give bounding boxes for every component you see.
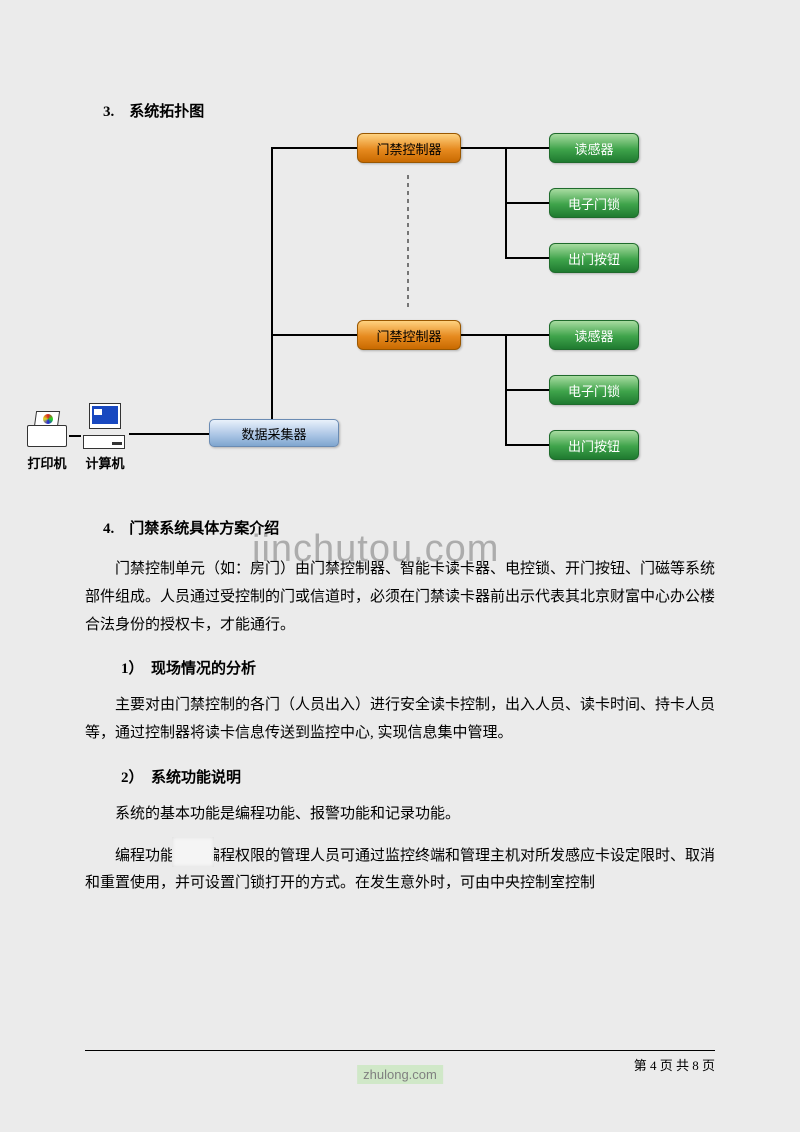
leaf-label: 出门按钮 [568, 436, 620, 455]
ellipsis-dots [407, 173, 409, 311]
leaf-label: 读感器 [574, 326, 613, 345]
topology-diagram: 打印机 计算机 数据采集器 门禁控制器 读感器 电子门锁 出门按钮 [85, 133, 715, 493]
leaf-button-node: 出门按钮 [549, 243, 639, 273]
section-4-sub2-title: 2） 系统功能说明 [121, 766, 715, 787]
leaf-label: 电子门锁 [568, 194, 620, 213]
leaf-reader-node: 读感器 [549, 133, 639, 163]
footer-prefix: 第 [634, 1058, 647, 1073]
diagram-connector [505, 147, 549, 149]
footer-page-current: 4 [650, 1058, 657, 1073]
footer-suffix: 页 [702, 1058, 715, 1073]
controller-label: 门禁控制器 [376, 326, 441, 345]
watermark-main: jinchutou.com [252, 528, 499, 571]
collector-label: 数据采集器 [241, 424, 306, 443]
section-4-sub1-para: 主要对由门禁控制的各门（人员出入）进行安全读卡控制，出入人员、读卡时间、持卡人员… [85, 692, 715, 748]
computer-label: 计算机 [79, 453, 131, 472]
section-4-sub2-para1: 系统的基本功能是编程功能、报警功能和记录功能。 [85, 801, 715, 829]
diagram-connector [271, 334, 357, 336]
section-4-sub1-title: 1） 现场情况的分析 [121, 657, 715, 678]
controller-node: 门禁控制器 [357, 133, 461, 163]
diagram-connector [271, 147, 273, 419]
leaf-lock-node: 电子门锁 [549, 188, 639, 218]
diagram-connector [505, 444, 549, 446]
computer-icon [81, 403, 127, 449]
diagram-connector [461, 334, 505, 336]
leaf-lock-node: 电子门锁 [549, 375, 639, 405]
leaf-label: 电子门锁 [568, 381, 620, 400]
controller-node: 门禁控制器 [357, 320, 461, 350]
diagram-connector [505, 334, 549, 336]
controller-label: 门禁控制器 [376, 139, 441, 158]
section-3-title: 3. 系统拓扑图 [103, 100, 715, 121]
footer-mid: 页 共 [660, 1058, 689, 1073]
diagram-connector [129, 433, 209, 435]
diagram-connector [271, 147, 357, 149]
diagram-connector [505, 257, 549, 259]
diagram-connector [505, 202, 549, 204]
leaf-button-node: 出门按钮 [549, 430, 639, 460]
diagram-connector [69, 435, 81, 437]
printer-label: 打印机 [23, 453, 71, 472]
leaf-label: 出门按钮 [568, 249, 620, 268]
watermark-footer: zhulong.com [357, 1065, 443, 1084]
diagram-connector [505, 389, 549, 391]
footer-page-total: 8 [692, 1058, 699, 1073]
small-watermark-block [172, 837, 214, 867]
diagram-connector [461, 147, 505, 149]
leaf-label: 读感器 [574, 139, 613, 158]
collector-node: 数据采集器 [209, 419, 339, 447]
leaf-reader-node: 读感器 [549, 320, 639, 350]
printer-icon [25, 411, 69, 447]
